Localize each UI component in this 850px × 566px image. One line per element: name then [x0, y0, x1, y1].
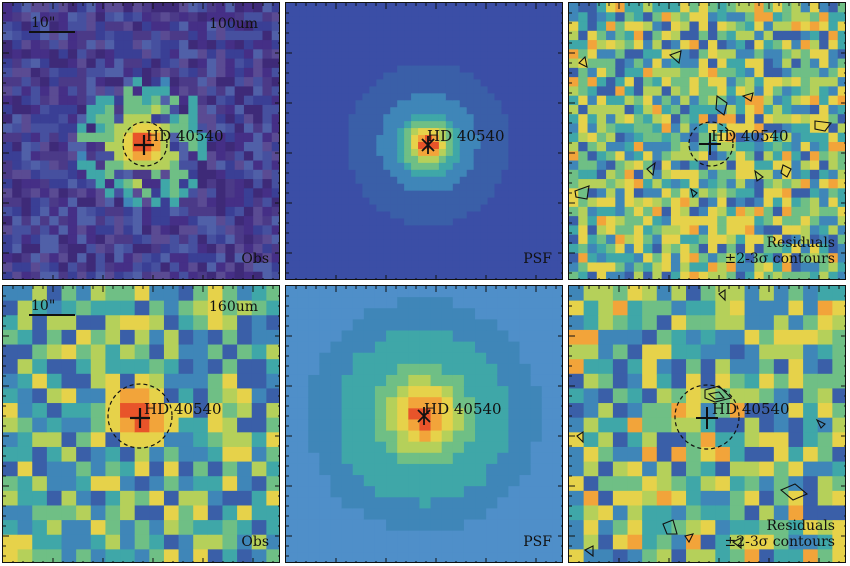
source-cross-marker [696, 407, 718, 429]
panel-160um-obs: 10" 160um HD 40540 Obs [2, 285, 280, 563]
source-label: HD 40540 [427, 127, 505, 145]
source-star-marker [417, 407, 431, 425]
residual-contours [576, 288, 826, 558]
source-cross-marker [134, 135, 154, 155]
heatmap-100um-residuals [569, 3, 845, 279]
panel-label-residuals: Residuals ±2-3σ contours [724, 518, 835, 550]
heatmap-100um-psf [286, 3, 562, 279]
aperture-circle [122, 121, 168, 167]
panel-100um-psf: HD 40540 PSF [285, 2, 563, 280]
residual-contours [574, 50, 833, 200]
aperture-circle [107, 383, 173, 449]
panel-label-psf: PSF [523, 534, 552, 550]
overlay-100um-obs [122, 121, 168, 167]
source-label: HD 40540 [424, 400, 502, 418]
heatmap-160um-psf [286, 286, 562, 562]
band-label-100um: 100um [209, 16, 259, 32]
panel-label-psf: PSF [523, 251, 552, 267]
panel-160um-residuals: HD 40540 Residuals ±2-3σ contours [568, 285, 846, 563]
residuals-label-line2: ±2-3σ contours [724, 251, 835, 267]
band-label-160um: 160um [209, 299, 259, 315]
panel-100um-residuals: HD 40540 Residuals ±2-3σ contours [568, 2, 846, 280]
panel-label-residuals: Residuals ±2-3σ contours [724, 235, 835, 267]
overlay-160um-psf [417, 407, 431, 425]
aperture-circle [674, 384, 740, 450]
source-label: HD 40540 [712, 400, 790, 418]
overlay-160um-obs [107, 383, 173, 449]
source-label: HD 40540 [711, 127, 789, 145]
source-label: HD 40540 [146, 127, 224, 145]
overlay-160um-residuals [576, 288, 826, 558]
heatmap-100um-obs [3, 3, 279, 279]
heatmap-160um-obs [3, 286, 279, 562]
residuals-label-line1: Residuals [766, 235, 835, 251]
source-cross-marker [130, 408, 150, 428]
panel-160um-psf: HD 40540 PSF [285, 285, 563, 563]
residuals-label-line2: ±2-3σ contours [724, 534, 835, 550]
heatmap-160um-residuals [569, 286, 845, 562]
source-label: HD 40540 [144, 400, 222, 418]
overlay-100um-psf [421, 136, 435, 154]
panel-label-obs: Obs [241, 534, 269, 550]
overlay-100um-residuals [574, 50, 833, 200]
panel-100um-obs: 10" 100um HD 40540 Obs [2, 2, 280, 280]
panel-label-obs: Obs [241, 251, 269, 267]
aperture-circle [688, 121, 734, 167]
scale-bar-label: 10" [31, 15, 56, 31]
scale-bar-label: 10" [31, 298, 56, 314]
source-cross-marker [699, 133, 721, 155]
residuals-label-line1: Residuals [766, 518, 835, 534]
source-star-marker [421, 136, 435, 154]
